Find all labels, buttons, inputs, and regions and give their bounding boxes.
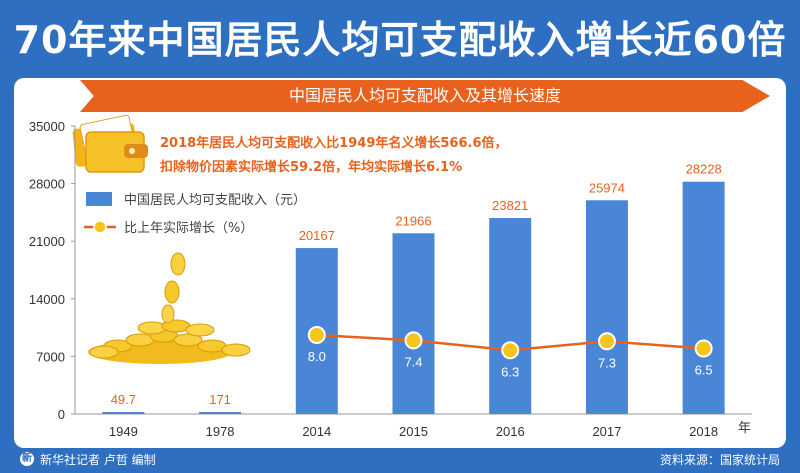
y-tick-label: 21000 bbox=[29, 234, 65, 249]
page-title: 70年来中国居民人均可支配收入增长近60倍 bbox=[13, 18, 787, 62]
bar-2017 bbox=[585, 200, 628, 414]
bar-value-label: 20167 bbox=[299, 228, 335, 243]
x-tick-label: 2017 bbox=[592, 424, 621, 439]
y-tick-label: 14000 bbox=[29, 292, 65, 307]
annotation-line-2: 扣除物价因素实际增长59.2倍，年均实际增长6.1% bbox=[160, 159, 462, 175]
bar-value-label: 21966 bbox=[395, 213, 431, 228]
growth-rate-point-2015 bbox=[404, 331, 423, 350]
legend-bar-swatch bbox=[86, 192, 112, 206]
growth-rate-point-2016 bbox=[501, 341, 520, 360]
x-tick-label: 1978 bbox=[206, 424, 235, 439]
x-tick-label: 2014 bbox=[302, 424, 331, 439]
legend-line-label: 比上年实际增长（%） bbox=[124, 221, 253, 236]
bar-value-label: 49.7 bbox=[111, 392, 136, 407]
x-tick-label: 2016 bbox=[496, 424, 525, 439]
bar-value-label: 23821 bbox=[492, 198, 528, 213]
growth-rate-label: 7.3 bbox=[598, 355, 616, 370]
x-tick-label: 2018 bbox=[689, 424, 718, 439]
x-tick-label: 1949 bbox=[109, 424, 138, 439]
growth-rate-point-2017 bbox=[597, 332, 616, 351]
bar-value-label: 171 bbox=[209, 392, 231, 407]
bar-2015 bbox=[392, 233, 435, 414]
bar-2018 bbox=[682, 181, 725, 414]
y-axis-unit: 元 bbox=[34, 99, 47, 114]
x-axis-unit: 年 bbox=[738, 421, 751, 436]
growth-rate-label: 7.4 bbox=[404, 354, 422, 369]
xinhua-logo-icon: 新 bbox=[20, 452, 34, 466]
gold-coins-icon bbox=[88, 252, 251, 364]
legend-marker-swatch bbox=[93, 220, 107, 234]
annotation-line-1: 2018年居民人均可支配收入比1949年名义增长566.6倍， bbox=[160, 135, 507, 151]
bar-1978 bbox=[199, 412, 242, 414]
growth-rate-point-2014 bbox=[307, 326, 326, 344]
x-tick-label: 2015 bbox=[399, 424, 428, 439]
bar-2016 bbox=[489, 217, 532, 414]
footer-source: 资料来源：国家统计局 bbox=[659, 453, 780, 467]
bar-value-label: 25974 bbox=[589, 180, 625, 195]
growth-rate-label: 8.0 bbox=[308, 349, 326, 364]
bar-value-label: 28228 bbox=[686, 162, 722, 177]
y-tick-label: 7000 bbox=[36, 349, 65, 364]
y-tick-label: 0 bbox=[58, 407, 65, 422]
y-tick-label: 35000 bbox=[29, 119, 65, 134]
chart-subtitle: 中国居民人均可支配收入及其增长速度 bbox=[288, 86, 561, 105]
growth-rate-label: 6.3 bbox=[501, 364, 519, 379]
wallet-icon bbox=[72, 114, 148, 173]
footer-credit: 新华社记者 卢哲 编制 bbox=[40, 453, 156, 467]
subtitle-ribbon bbox=[80, 80, 770, 112]
y-tick-label: 28000 bbox=[29, 177, 65, 192]
growth-rate-point-2018 bbox=[694, 339, 713, 358]
chart-legend: 中国居民人均可支配收入（元） 比上年实际增长（%） bbox=[84, 192, 306, 236]
bar-1949 bbox=[102, 412, 145, 414]
growth-rate-label: 6.5 bbox=[695, 363, 713, 378]
legend-bar-label: 中国居民人均可支配收入（元） bbox=[124, 193, 306, 208]
